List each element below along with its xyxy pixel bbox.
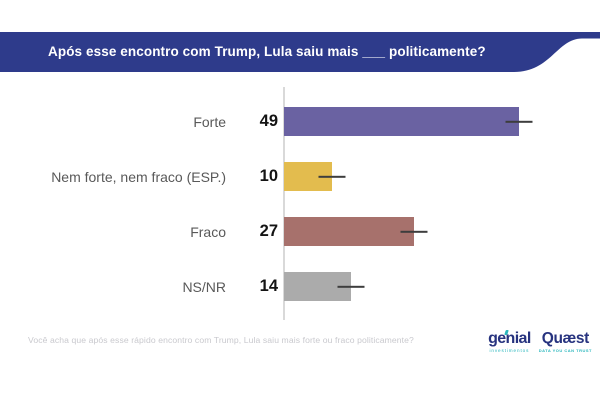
error-whisker-icon [318,175,346,178]
genial-wordmark: genial [488,330,531,347]
bar-area [284,217,600,246]
chart-title: Após esse encontro com Trump, Lula saiu … [48,44,486,59]
bar [284,217,414,246]
bar-area [284,272,600,301]
error-whisker-icon [505,120,533,123]
error-whisker-icon [337,285,365,288]
quaest-logo: Quæst DATA YOU CAN TRUST [539,331,592,353]
bar-area [284,107,600,136]
genial-logo: genial investimentos [488,330,531,353]
value-label: 27 [259,222,278,240]
bar-area [284,162,600,191]
header-banner: Após esse encontro com Trump, Lula saiu … [0,32,600,72]
bar-row: Nem forte, nem fraco (ESP.) 10 [0,149,600,204]
error-whisker-icon [400,230,428,233]
bar-row: Forte 49 [0,94,600,149]
category-label: Fraco [190,223,226,240]
value-label: 14 [259,277,278,295]
banner-swoosh-shape [0,32,600,72]
source-question-footnote: Você acha que após esse rápido encontro … [28,335,414,345]
category-label: Nem forte, nem fraco (ESP.) [51,168,226,185]
value-label: 10 [259,167,278,185]
branding-logos: genial investimentos Quæst DATA YOU CAN … [488,330,592,353]
bar-row: Fraco 27 [0,204,600,259]
bar [284,107,520,136]
quaest-wordmark: Quæst [541,330,589,347]
bar-row: NS/NR 14 [0,259,600,314]
value-label: 49 [259,112,278,130]
bar-rows: Forte 49 Nem forte, nem fraco (ESP.) 10 … [0,94,600,314]
y-axis-line [283,87,285,320]
quaest-tagline: DATA YOU CAN TRUST [538,347,592,353]
genial-tagline: investimentos [489,347,530,353]
bar-chart: Forte 49 Nem forte, nem fraco (ESP.) 10 … [0,87,600,320]
category-label: Forte [193,113,226,130]
category-label: NS/NR [182,278,226,295]
